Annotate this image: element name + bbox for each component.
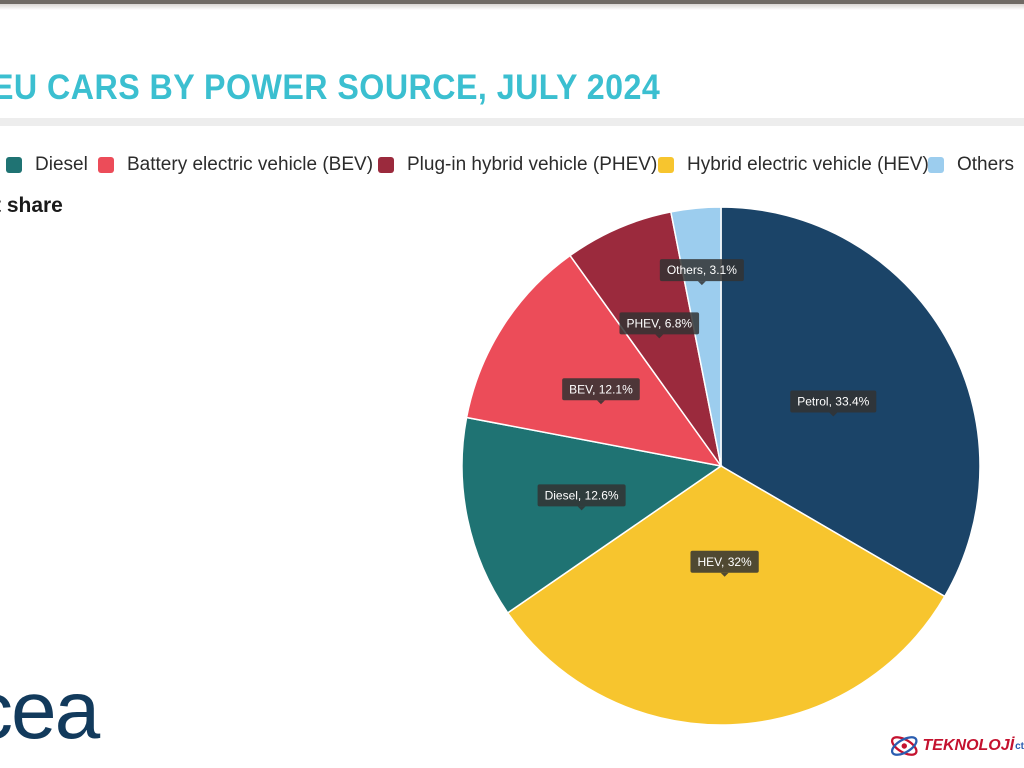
legend-item-others: Others — [928, 154, 1014, 176]
data-label-phev: PHEV, 6.8% — [619, 312, 700, 339]
legend-label-diesel: Diesel — [35, 154, 88, 175]
slice-diesel — [461, 416, 723, 614]
data-label-diesel: Diesel, 12.6% — [537, 484, 626, 511]
data-label-text-phev: PHEV, 6.8% — [626, 316, 692, 330]
title-divider — [0, 118, 1024, 126]
legend-label-bev: Battery electric vehicle (BEV) — [127, 154, 374, 175]
legend-swatch-phev — [378, 157, 394, 173]
data-label-hev: HEV, 32% — [690, 550, 759, 577]
data-label-pointer-bev — [596, 400, 605, 405]
chart-legend: Diesel Battery electric vehicle (BEV) Pl… — [0, 154, 1024, 180]
data-label-box-phev — [619, 312, 700, 335]
pie-slices — [461, 206, 981, 726]
top-photo-fade — [0, 4, 1024, 10]
data-label-text-bev: BEV, 12.1% — [569, 382, 633, 396]
atom-icon — [890, 736, 918, 756]
chart-title: EU CARS BY POWER SOURCE, JULY 2024 — [0, 68, 661, 107]
acea-logo: cea — [0, 665, 100, 756]
data-label-pointer-others — [697, 281, 706, 286]
pie-labels: Petrol, 33.4% HEV, 32% Diesel, 12.6% BEV, 1… — [537, 259, 877, 577]
teknoloji-watermark: TEKNOLOJİ ct — [888, 728, 1024, 764]
watermark-suffix: ct — [1015, 740, 1024, 752]
data-label-petrol: Petrol, 33.4% — [790, 390, 877, 417]
legend-label-phev: Plug-in hybrid vehicle (PHEV) — [407, 154, 658, 175]
slice-hev — [506, 465, 946, 726]
data-label-pointer-petrol — [829, 412, 838, 417]
legend-item-hev: Hybrid electric vehicle (HEV) — [658, 154, 929, 176]
data-label-pointer-hev — [720, 572, 729, 577]
data-label-box-bev — [562, 378, 640, 401]
data-label-text-hev: HEV, 32% — [697, 555, 752, 569]
watermark-text: TEKNOLOJİ — [922, 737, 1015, 754]
legend-swatch-diesel — [6, 157, 22, 173]
legend-item-diesel: Diesel — [6, 154, 88, 176]
data-label-box-diesel — [537, 484, 626, 507]
data-label-text-petrol: Petrol, 33.4% — [797, 394, 869, 408]
legend-swatch-hev — [658, 157, 674, 173]
legend-label-hev: Hybrid electric vehicle (HEV) — [687, 154, 929, 175]
data-label-bev: BEV, 12.1% — [562, 378, 640, 405]
data-label-text-others: Others, 3.1% — [667, 263, 737, 277]
data-label-text-diesel: Diesel, 12.6% — [545, 488, 619, 502]
legend-swatch-bev — [98, 157, 114, 173]
legend-label-others: Others — [957, 154, 1015, 175]
legend-item-bev: Battery electric vehicle (BEV) — [98, 154, 373, 176]
chart-subtitle: t share — [0, 194, 63, 217]
slice-bev — [465, 254, 723, 468]
data-label-pointer-diesel — [577, 506, 586, 511]
top-photo-strip — [0, 0, 1024, 4]
legend-swatch-others — [928, 157, 944, 173]
data-label-box-others — [659, 259, 744, 282]
data-label-box-petrol — [790, 390, 877, 413]
legend-item-phev: Plug-in hybrid vehicle (PHEV) — [378, 154, 657, 176]
data-label-box-hev — [690, 550, 759, 573]
data-label-pointer-phev — [655, 334, 664, 339]
data-label-others: Others, 3.1% — [659, 259, 744, 286]
